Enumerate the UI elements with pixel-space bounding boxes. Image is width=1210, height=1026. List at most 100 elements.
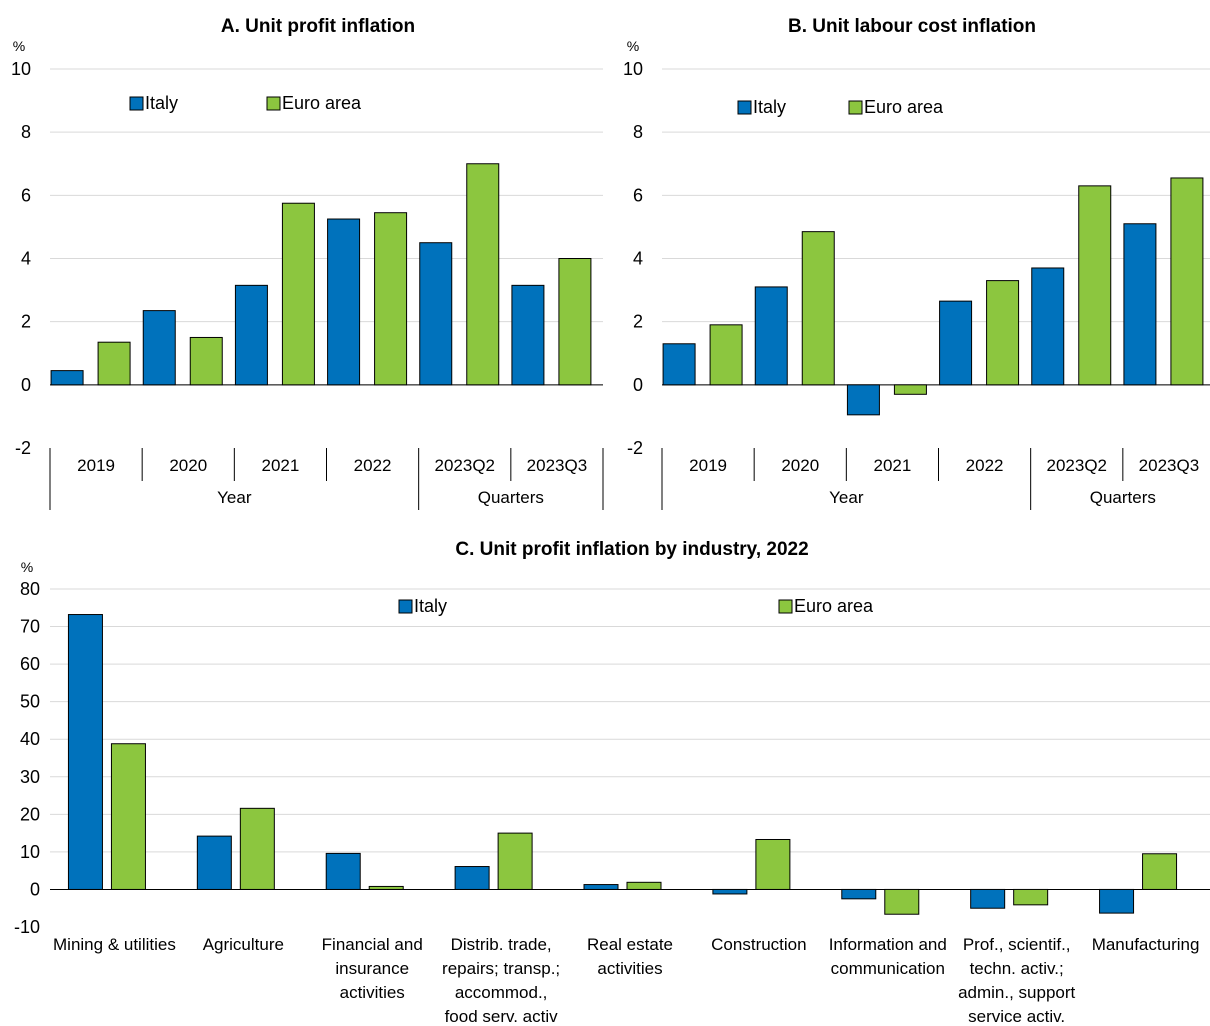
bar-italy-0 [50,370,84,386]
bar-euro-area-6 [884,888,920,915]
y-tick-label: 20 [20,804,40,824]
x-tick-label: Manufacturing [1092,935,1200,954]
legend-swatch [398,599,413,614]
legend-swatch [129,96,144,111]
bar-euro-area-1 [189,336,223,386]
bar-italy-0 [662,343,696,386]
y-tick-label: 80 [20,579,40,599]
x-tick-label: 2019 [77,456,115,475]
bar-italy-4 [1031,267,1065,386]
bar-italy-5 [1123,223,1157,386]
bar-italy-5 [712,888,748,895]
bar-euro-area-3 [374,212,408,386]
x-tick-label: Mining & utilities [53,935,176,954]
y-tick-label: 40 [20,729,40,749]
x-tick-label: 2021 [874,456,912,475]
legend-label: Italy [753,97,786,117]
bar-euro-area-5 [558,258,592,386]
y-tick-label: 4 [633,249,643,269]
group-label-year: Year [829,488,864,507]
y-tick-label: 2 [633,312,643,332]
bar-euro-area-8 [1142,853,1178,890]
y-tick-label: 0 [633,375,643,395]
y-tick-label: 6 [633,185,643,205]
chart-panel-a: A. Unit profit inflation% 10 8 6 4 2 0 -2 Italy E… [11,16,604,510]
y-tick-label: 4 [21,249,31,269]
y-axis-unit: % [13,38,25,54]
x-tick-label: 2021 [262,456,300,475]
bar-euro-area-0 [110,743,146,890]
bar-euro-area-3 [497,832,533,890]
x-tick-label: Information and communication [829,935,947,978]
bar-euro-area-2 [893,384,927,395]
bar-euro-area-5 [755,838,791,890]
bar-italy-2 [846,384,880,416]
legend-item-euro-area: Euro area [848,97,944,117]
bar-euro-area-3 [986,280,1020,386]
y-tick-label: 0 [30,879,40,899]
x-tick-label: Real estate activities [587,935,673,978]
chart-title: A. Unit profit inflation [221,16,415,37]
x-tick-label: 2020 [781,456,819,475]
x-tick-label: 2022 [354,456,392,475]
bar-italy-3 [327,218,361,386]
legend-item-italy: Italy [129,93,178,113]
x-tick-label: 2023Q3 [527,456,588,475]
bar-italy-4 [419,242,453,386]
x-tick-label: 2020 [169,456,207,475]
x-tick-label: Construction [711,935,806,954]
legend-item-euro-area: Euro area [778,596,874,616]
group-label-quarters: Quarters [1090,488,1156,507]
legend-item-italy: Italy [737,97,786,117]
bar-italy-0 [67,614,103,890]
x-tick-label: Agriculture [203,935,284,954]
bar-euro-area-7 [1013,888,1049,906]
bar-italy-1 [196,835,232,890]
chart-panel-c: C. Unit profit inflation by industry, 20… [14,539,1210,1026]
legend-label: Italy [145,93,178,113]
x-tick-label: Financial and insurance activities [322,935,423,1002]
y-tick-label: -2 [15,438,31,458]
x-tick-label: 2023Q3 [1139,456,1200,475]
bar-italy-3 [454,866,490,890]
bar-italy-3 [939,300,973,386]
y-tick-label: -10 [14,917,40,937]
legend-label: Italy [414,596,447,616]
bar-euro-area-4 [626,881,662,890]
legend-item-italy: Italy [398,596,447,616]
legend-swatch [266,96,281,111]
bar-euro-area-4 [1078,185,1112,386]
legend-item-euro-area: Euro area [266,93,362,113]
y-tick-label: 8 [633,122,643,142]
bar-italy-4 [583,884,619,890]
legend-swatch [737,100,752,115]
bar-euro-area-0 [709,324,743,386]
y-tick-label: 60 [20,654,40,674]
chart-panel-b: B. Unit labour cost inflation% 10 8 6 4 2 0 -2 I… [623,16,1210,510]
bar-euro-area-2 [368,885,404,890]
x-tick-label: 2022 [966,456,1004,475]
bar-euro-area-1 [801,231,835,386]
group-label-year: Year [217,488,252,507]
chart-title: B. Unit labour cost inflation [788,16,1036,37]
legend-label: Euro area [794,596,874,616]
bar-italy-2 [234,284,268,386]
bar-italy-8 [1099,888,1135,914]
bar-italy-7 [970,888,1006,909]
y-tick-label: 70 [20,617,40,637]
y-tick-label: 6 [21,185,31,205]
bar-euro-area-4 [466,163,500,386]
y-axis-unit: % [627,38,639,54]
bar-italy-6 [841,888,877,900]
y-tick-label: 30 [20,767,40,787]
bar-euro-area-0 [97,341,131,386]
y-tick-label: 8 [21,122,31,142]
x-tick-label: Distrib. trade, repairs; transp.; accommod… [442,935,560,1026]
y-tick-label: 2 [21,312,31,332]
x-tick-label: 2023Q2 [1047,456,1108,475]
y-tick-label: 50 [20,692,40,712]
y-tick-label: 10 [11,59,31,79]
bar-euro-area-1 [239,807,275,890]
chart-title: C. Unit profit inflation by industry, 20… [455,539,808,560]
bar-italy-1 [142,310,176,386]
